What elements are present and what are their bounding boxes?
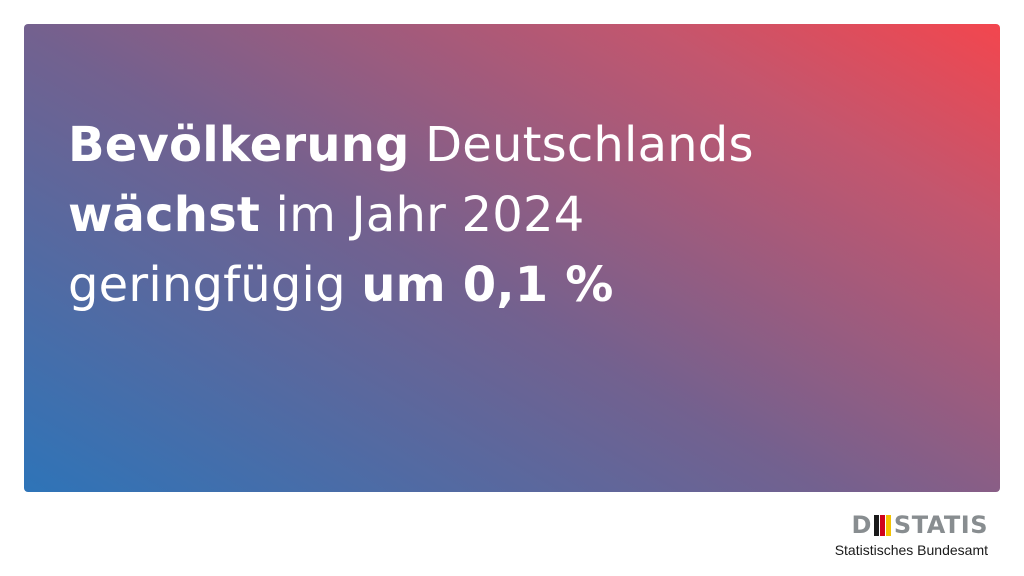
headline-line-1: Bevölkerung Deutschlands — [68, 110, 754, 180]
flag-stripe-red — [879, 514, 885, 536]
german-flag-icon — [873, 514, 892, 536]
headline-germany: Deutschlands — [409, 117, 754, 173]
logo-letter-d: D — [851, 511, 872, 539]
headline: Bevölkerung Deutschlands wächst im Jahr … — [68, 110, 754, 320]
headline-year: im Jahr 2024 — [260, 187, 585, 243]
headline-slightly: geringfügig — [68, 257, 362, 313]
logo-subtitle: Statistisches Bundesamt — [834, 542, 988, 558]
headline-bold-grows: wächst — [68, 187, 261, 243]
headline-bold-population: Bevölkerung — [68, 117, 410, 173]
destatis-logo: D STATIS Statistisches Bundesamt — [818, 512, 988, 562]
headline-bold-percent: um 0,1 % — [361, 257, 614, 313]
logo-wordmark: D STATIS — [851, 512, 988, 538]
flag-stripe-gold — [885, 514, 891, 536]
headline-line-3: geringfügig um 0,1 % — [68, 250, 754, 320]
flag-stripe-black — [873, 514, 879, 536]
gradient-banner: Bevölkerung Deutschlands wächst im Jahr … — [24, 24, 1000, 492]
logo-letters-statis: STATIS — [893, 511, 988, 539]
headline-line-2: wächst im Jahr 2024 — [68, 180, 754, 250]
